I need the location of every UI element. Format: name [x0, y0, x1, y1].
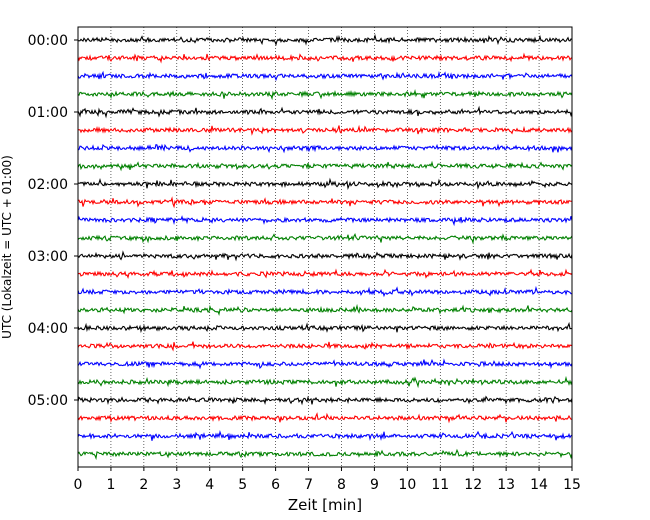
trace-18 [77, 358, 573, 370]
x-tick-label-2: 2 [139, 477, 148, 493]
plot-frame [77, 26, 573, 468]
x-tick-label-15: 15 [563, 477, 581, 493]
x-axis-ticks: 0 1 2 3 4 5 6 7 8 9 10 11 12 13 14 15 [74, 467, 581, 493]
trace-series [77, 33, 573, 461]
x-tick-label-3: 3 [172, 477, 181, 493]
y-axis-ticks: 00:00 01:00 02:00 03:00 04:00 05:00 [28, 33, 78, 409]
trace-2 [77, 70, 573, 82]
x-tick-label-7: 7 [304, 477, 313, 493]
x-tick-label-1: 1 [106, 477, 115, 493]
x-tick-label-14: 14 [530, 477, 548, 493]
x-tick-label-8: 8 [337, 477, 346, 493]
x-tick-label-11: 11 [431, 477, 449, 493]
trace-4 [77, 105, 573, 119]
trace-12 [77, 250, 573, 262]
y-tick-label-2: 02:00 [28, 177, 68, 193]
x-tick-label-9: 9 [370, 477, 379, 493]
y-tick-label-4: 04:00 [28, 321, 68, 337]
y-axis-label: UTC (Lokalzeit = UTC + 01:00) [0, 155, 14, 339]
trace-10 [77, 215, 573, 227]
x-tick-label-6: 6 [271, 477, 280, 493]
trace-16 [77, 321, 573, 334]
y-tick-label-3: 03:00 [28, 249, 68, 265]
trace-13 [77, 268, 573, 279]
x-tick-label-0: 0 [74, 477, 83, 493]
trace-6 [77, 143, 573, 154]
trace-20 [77, 395, 573, 406]
trace-1 [77, 52, 573, 64]
trace-5 [77, 124, 573, 136]
trace-15 [77, 303, 573, 317]
trace-21 [77, 412, 573, 424]
x-tick-label-12: 12 [464, 477, 482, 493]
x-axis-label: Zeit [min] [288, 496, 362, 514]
trace-19 [77, 375, 573, 389]
trace-11 [77, 232, 573, 245]
x-tick-label-5: 5 [238, 477, 247, 493]
trace-14 [77, 285, 573, 298]
grid-lines [110, 27, 540, 467]
trace-17 [77, 341, 573, 352]
trace-7 [77, 160, 573, 172]
x-tick-label-4: 4 [205, 477, 214, 493]
trace-0 [77, 33, 573, 47]
trace-8 [77, 177, 573, 190]
x-tick-label-10: 10 [398, 477, 416, 493]
trace-3 [77, 88, 573, 101]
y-tick-label-1: 01:00 [28, 105, 68, 121]
trace-22 [77, 430, 573, 442]
trace-9 [77, 196, 573, 209]
x-tick-label-13: 13 [497, 477, 515, 493]
y-tick-label-0: 00:00 [28, 33, 68, 49]
trace-23 [77, 448, 573, 461]
y-tick-label-5: 05:00 [28, 393, 68, 409]
